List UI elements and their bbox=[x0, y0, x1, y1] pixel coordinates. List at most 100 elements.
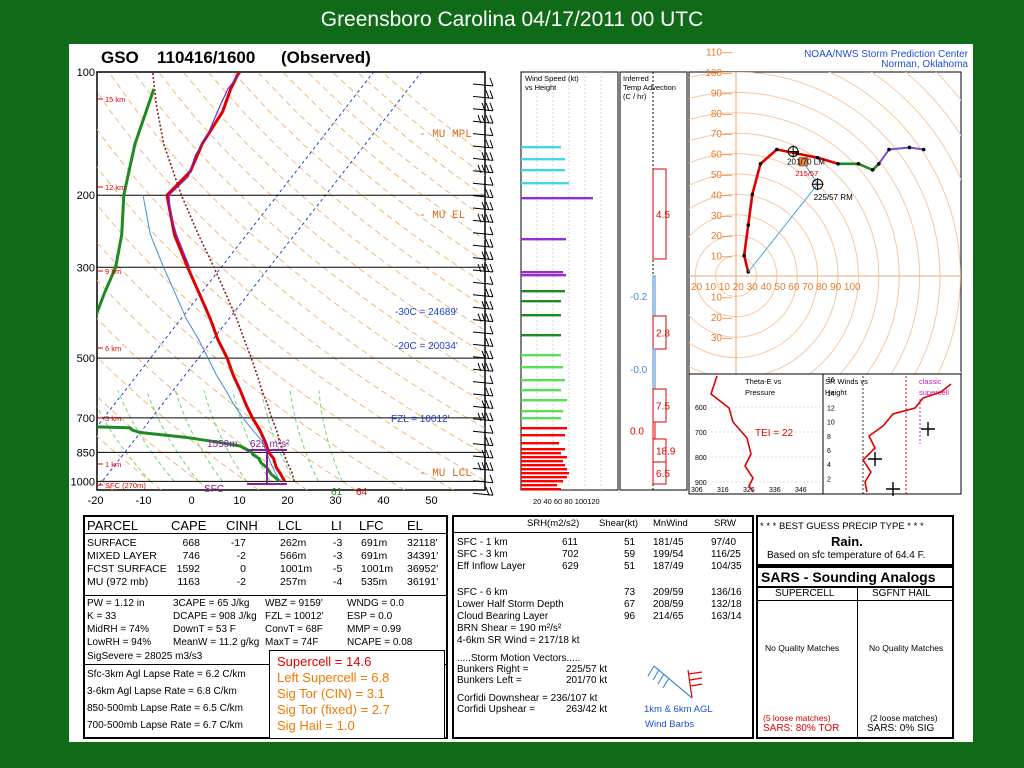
moist-adiabat bbox=[289, 390, 319, 482]
parcel-cell: 0 bbox=[240, 563, 246, 575]
parcel-cell: -5 bbox=[333, 563, 343, 575]
hodograph: 110—100—90—80—70—60—50—40—30—20—10—10—20… bbox=[688, 48, 962, 375]
temp-tick-label: 30 bbox=[329, 495, 341, 507]
dry-adiabat bbox=[97, 166, 485, 482]
pressure-tick-label: 300 bbox=[77, 262, 95, 274]
kinematics-cell: 59 bbox=[624, 549, 636, 560]
wind-panel-axis: 20 40 60 80 100120 bbox=[533, 497, 600, 506]
wind-barb-shaft bbox=[472, 170, 494, 174]
sr-winds-y-label: 8 bbox=[827, 434, 831, 441]
kinematics-header: SRH(m2/s2) bbox=[527, 518, 580, 529]
supercell-param: Supercell = 14.6 bbox=[277, 654, 372, 669]
index-value: 3CAPE = 65 J/kg bbox=[173, 598, 250, 609]
bunkers-right-label: Bunkers Right = bbox=[457, 664, 529, 675]
height-label: 3 km bbox=[105, 414, 121, 423]
wind-speed-bar bbox=[521, 379, 565, 382]
wind-speed-bar bbox=[521, 271, 563, 274]
wind-barb-flag bbox=[489, 474, 494, 483]
wind-speed-bar bbox=[521, 290, 565, 293]
advection-value: 6.5 bbox=[656, 469, 670, 480]
params-box bbox=[269, 650, 445, 739]
sr-winds-marker bbox=[886, 482, 900, 496]
wind-speed-bar bbox=[521, 488, 561, 491]
index-value: WNDG = 0.0 bbox=[347, 598, 404, 609]
wind-speed-bar bbox=[521, 158, 565, 161]
parcel-cell: 566m bbox=[280, 550, 307, 562]
wind-barb-flag bbox=[485, 400, 490, 409]
height-label: 9 km bbox=[105, 267, 121, 276]
sr-winds-trace bbox=[861, 383, 952, 493]
wind-barb-flag bbox=[481, 115, 486, 124]
wind-barb-shaft bbox=[472, 492, 494, 496]
pressure-tick-label: 200 bbox=[77, 190, 95, 202]
wind-barb-shaft bbox=[472, 381, 494, 385]
barb-label-1: 1km & 6km AGL bbox=[644, 704, 713, 715]
wind-barb-shaft bbox=[472, 393, 494, 397]
surface-temp-value: 64 bbox=[356, 487, 368, 498]
hodograph-point bbox=[870, 168, 875, 172]
dewpoint-trace bbox=[97, 88, 281, 483]
barb-6km-shaft bbox=[653, 665, 693, 699]
theta-subtitle: Pressure bbox=[745, 388, 775, 397]
agency-line-2: Norman, Oklahoma bbox=[881, 59, 968, 70]
height-label: 12 km bbox=[105, 183, 125, 192]
wind-barb-flag bbox=[485, 102, 490, 111]
kinematics-cell: 611 bbox=[562, 537, 578, 548]
sigtor-cin-param: Sig Tor (CIN) = 3.1 bbox=[277, 686, 385, 701]
wind-barb-shaft bbox=[472, 443, 494, 447]
wind-barb-flag bbox=[485, 164, 490, 173]
index-value: LowRH = 94% bbox=[87, 637, 152, 648]
sars-col-hail: SGFNT HAIL bbox=[872, 588, 931, 599]
temp-tick-label: 40 bbox=[377, 495, 389, 507]
sars-nomatch-hail: No Quality Matches bbox=[869, 643, 944, 653]
wind-speed-bar bbox=[521, 300, 561, 303]
sr-winds-marker bbox=[868, 452, 882, 466]
barb-1km-flag bbox=[690, 683, 703, 687]
kinematics-cell: 73 bbox=[624, 587, 636, 598]
dry-adiabat bbox=[97, 279, 357, 490]
wind-speed-bar bbox=[521, 468, 567, 471]
parcel-cell: -3 bbox=[333, 537, 343, 549]
wind-barb-shaft bbox=[472, 343, 494, 347]
wind-speed-bar bbox=[521, 366, 563, 369]
wind-barb-flag bbox=[485, 189, 490, 198]
sars-box bbox=[756, 566, 954, 739]
kinematics-cell: Cloud Bearing Layer bbox=[457, 611, 549, 622]
upper-trace bbox=[168, 72, 242, 268]
kinematics-cell: 187/49 bbox=[653, 561, 684, 572]
parcel-cell: 535m bbox=[361, 576, 388, 588]
wind-barb-flag bbox=[489, 387, 494, 397]
kinematics-cell: 163/14 bbox=[711, 611, 742, 622]
parcel-cell: 36952' bbox=[407, 563, 439, 575]
sars-loose-supercell: (5 loose matches) bbox=[763, 713, 831, 723]
wind-barb-shaft bbox=[472, 95, 494, 99]
wind-barb-flag bbox=[489, 263, 494, 273]
kinematics-cell: 629 bbox=[562, 561, 579, 572]
hodograph-ring-label: 90— bbox=[711, 88, 732, 99]
kinematics-rule bbox=[452, 532, 754, 533]
sars-tor: SARS: 80% TOR bbox=[763, 723, 840, 734]
wind-barb-flag bbox=[477, 214, 482, 223]
temperature-trace bbox=[165, 72, 287, 483]
index-value: ESP = 0.0 bbox=[347, 611, 393, 622]
dry-adiabat bbox=[182, 72, 485, 331]
skewt-diagram: 1002003005007008501000-30-20-10010203040… bbox=[71, 67, 494, 507]
wind-barb-flag bbox=[485, 239, 490, 248]
sars-divider bbox=[756, 586, 954, 588]
wind-barb-flag bbox=[485, 313, 490, 322]
wind-speed-bar bbox=[521, 389, 561, 392]
wind-barb-flag bbox=[489, 139, 494, 149]
parcel-cell: -2 bbox=[236, 576, 246, 588]
parcel-header: PARCEL bbox=[87, 518, 139, 533]
parcel-cell: 262m bbox=[280, 537, 307, 549]
page-title: Greensboro Carolina 04/17/2011 00 UTC bbox=[320, 8, 704, 31]
kinematics-cell: 136/16 bbox=[711, 587, 742, 598]
advection-bar bbox=[652, 168, 667, 260]
index-value: NCAPE = 0.08 bbox=[347, 637, 413, 648]
hodograph-lm-label: 201/70 LM bbox=[787, 158, 825, 167]
wind-barb-flag bbox=[489, 487, 494, 496]
wind-speed-bar bbox=[521, 417, 561, 420]
hodograph-point bbox=[856, 162, 861, 166]
wind-barb-shaft bbox=[472, 145, 494, 149]
